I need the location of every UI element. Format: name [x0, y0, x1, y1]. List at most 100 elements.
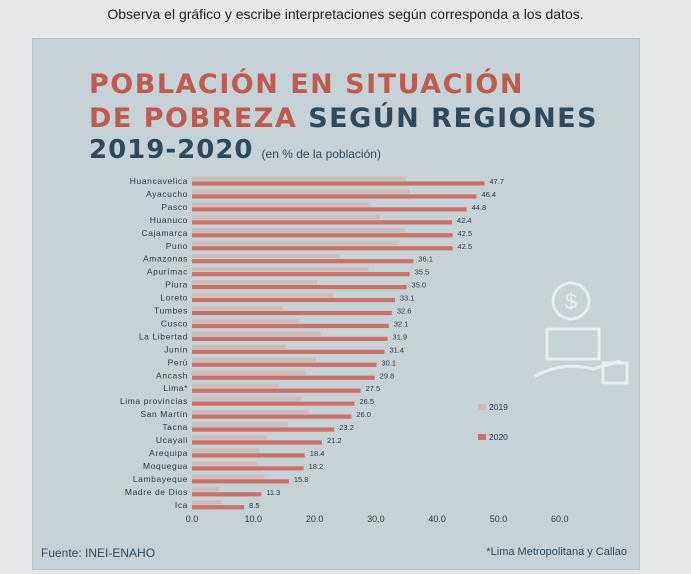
- value-label: 32.6: [397, 307, 412, 316]
- bar-2020: [192, 220, 452, 225]
- value-label: 26.0: [356, 410, 371, 419]
- category-label: Lambayeque: [133, 474, 188, 484]
- bar-2020: [192, 505, 245, 510]
- value-label: 8.5: [249, 501, 259, 510]
- bar-2019: [192, 383, 280, 388]
- instruction-text: Observa el gráfico y escribe interpretac…: [107, 6, 584, 22]
- category-label: Lima*: [163, 383, 188, 393]
- bar-2019: [192, 318, 299, 324]
- category-label: Perú: [168, 357, 188, 367]
- category-label: Tacna: [162, 422, 188, 432]
- category-label: Ica: [175, 500, 188, 510]
- source-text: Fuente: INEI-ENAHO: [41, 546, 156, 560]
- category-label: Apurímac: [147, 267, 188, 277]
- x-tick-label: 30.0: [367, 514, 385, 524]
- value-label: 44.8: [472, 203, 487, 212]
- value-label: 35.0: [412, 281, 427, 290]
- category-label: Cajamarca: [142, 228, 189, 238]
- category-label: Madre de Dios: [125, 487, 188, 497]
- bar-2020: [192, 401, 355, 406]
- bar-2020: [192, 375, 375, 380]
- category-label: Tumbes: [154, 306, 188, 316]
- bar-2020: [192, 323, 389, 329]
- bar-2019: [192, 241, 399, 246]
- bar-2020: [192, 259, 414, 264]
- value-label: 26.5: [359, 397, 374, 406]
- bar-2020: [192, 466, 304, 471]
- bar-2020: [192, 479, 289, 484]
- x-tick-label: 10.0: [245, 514, 263, 524]
- bar-2019: [192, 344, 286, 349]
- x-tick-label: 40.0: [428, 514, 446, 524]
- bar-2020: [192, 207, 467, 212]
- category-label: Piura: [165, 280, 188, 290]
- bar-2019: [192, 202, 370, 207]
- bar-2019: [192, 176, 406, 181]
- chart-title-line1: POBLACIÓN EN SITUACIÓN: [89, 69, 524, 100]
- value-label: 42.5: [458, 242, 473, 251]
- bar-2020: [192, 427, 335, 432]
- category-label: San Martín: [140, 409, 188, 419]
- bar-2019: [192, 409, 310, 414]
- value-label: 33.1: [400, 294, 415, 303]
- category-label: Cusco: [161, 318, 188, 328]
- category-label: Arequipa: [149, 448, 188, 458]
- bar-2020: [192, 349, 385, 354]
- category-label: Ayacucho: [146, 189, 188, 199]
- chart-title-line2-b: SEGÚN REGIONES: [297, 103, 599, 134]
- bar-2020: [192, 440, 322, 445]
- category-label: Huancavelica: [130, 176, 188, 186]
- bar-2020: [192, 414, 352, 419]
- value-label: 18.4: [310, 449, 325, 458]
- category-label: Lima provincias: [120, 396, 188, 406]
- bar-2019: [192, 215, 380, 220]
- category-label: Puno: [166, 241, 188, 251]
- category-label: Huanuco: [150, 215, 188, 225]
- bar-2019: [192, 331, 321, 336]
- legend-label-2019: 2019: [489, 402, 508, 412]
- category-label: Amazonas: [143, 254, 188, 264]
- bar-chart: Huancavelica 47.7 Ayacucho 46.4 Pasco 44.8 Hua…: [120, 176, 569, 524]
- bar-2019: [192, 474, 265, 479]
- value-label: 36.1: [418, 255, 433, 264]
- bar-2020: [192, 297, 395, 303]
- value-label: 31.9: [393, 332, 408, 341]
- value-label: 23.2: [339, 423, 354, 432]
- value-label: 27.5: [366, 384, 381, 393]
- chart-title-line3: 2019-2020 (en % de la población): [89, 135, 381, 165]
- bar-2020: [192, 285, 407, 290]
- value-label: 42.4: [457, 216, 472, 225]
- value-label: 32.1: [394, 319, 409, 328]
- value-label: 11.3: [266, 488, 280, 497]
- x-tick-label: 50.0: [490, 514, 508, 524]
- bar-2019: [192, 487, 219, 492]
- category-label: Ucayali: [156, 435, 188, 445]
- value-label: 29.8: [380, 371, 395, 380]
- category-label: Moquegua: [143, 461, 188, 471]
- bar-2019: [192, 461, 257, 466]
- value-label: 31.4: [389, 345, 404, 354]
- bar-2019: [192, 422, 288, 427]
- category-label: Junín: [164, 344, 188, 354]
- svg-text:$: $: [565, 289, 577, 314]
- bar-2019: [192, 396, 302, 401]
- x-tick-label: 20.0: [306, 514, 324, 524]
- bar-2020: [192, 233, 453, 238]
- bar-2019: [192, 228, 406, 233]
- bar-2020: [192, 492, 262, 497]
- bar-2019: [192, 435, 267, 440]
- bar-2020: [192, 362, 377, 367]
- value-label: 18.2: [309, 462, 324, 471]
- value-label: 21.2: [327, 436, 342, 445]
- category-label: Loreto: [160, 293, 188, 303]
- value-label: 42.5: [458, 229, 473, 238]
- bar-2020: [192, 388, 361, 393]
- bar-2019: [192, 292, 333, 298]
- chart-title-years: 2019-2020: [89, 135, 254, 165]
- legend-label-2020: 2020: [489, 432, 508, 442]
- bar-2019: [192, 370, 307, 375]
- value-label: 35.5: [415, 268, 430, 277]
- category-label: La Libertad: [139, 331, 188, 341]
- value-label: 30.1: [382, 358, 397, 367]
- bar-2019: [192, 357, 316, 362]
